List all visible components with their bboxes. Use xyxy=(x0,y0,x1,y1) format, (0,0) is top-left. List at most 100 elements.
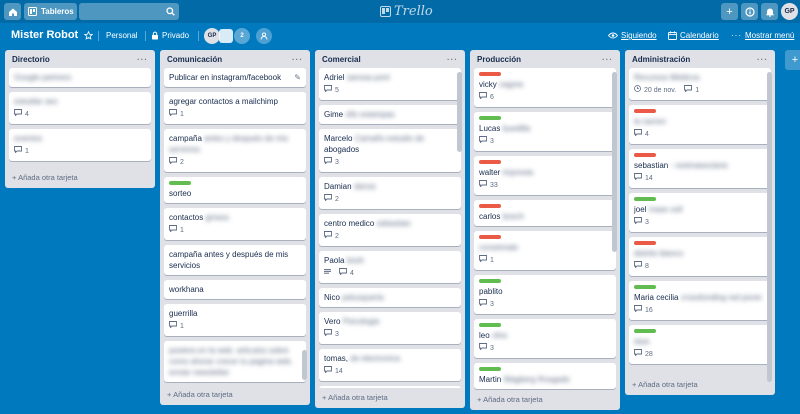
card[interactable]: leo vitra 3 xyxy=(474,319,616,358)
add-card-button[interactable]: + Añada otra tarjeta xyxy=(315,390,395,406)
list-scrollbar[interactable] xyxy=(457,72,462,152)
card[interactable]: Vero Psicologia 3 xyxy=(319,312,461,344)
list-header[interactable]: Producción ··· xyxy=(470,50,620,68)
following-button[interactable]: Siguiendo xyxy=(608,31,657,40)
card[interactable]: Paola bosh 4 xyxy=(319,251,461,283)
card[interactable]: Google partners xyxy=(9,68,151,87)
notifications-button[interactable] xyxy=(761,3,778,20)
list-scrollbar[interactable] xyxy=(767,72,772,382)
card[interactable]: centro medico sebastian 2 xyxy=(319,214,461,246)
list-menu-icon[interactable]: ··· xyxy=(602,55,613,64)
card-label-red[interactable] xyxy=(634,109,656,113)
card-label-red[interactable] xyxy=(634,241,656,245)
card[interactable]: vicky nagme 6 xyxy=(474,68,616,107)
boards-button[interactable]: Tableros xyxy=(24,3,77,20)
info-button[interactable] xyxy=(741,3,758,20)
card[interactable]: Gime ofis estampas xyxy=(319,105,461,124)
card[interactable] xyxy=(319,386,461,388)
list-3[interactable]: Producción ··· vicky nagme 6 Lucas buedilla 3… xyxy=(470,50,620,410)
home-button[interactable] xyxy=(4,3,21,20)
card-label-green[interactable] xyxy=(479,367,501,371)
card[interactable]: contactos gmess 1 xyxy=(164,208,306,240)
card-label-green[interactable] xyxy=(634,329,656,333)
list-title[interactable]: Producción xyxy=(477,55,522,64)
user-avatar[interactable]: GP xyxy=(781,3,798,20)
card[interactable]: Martin Wagberg Rosgado xyxy=(474,363,616,389)
card-label-red[interactable] xyxy=(479,235,501,239)
card[interactable]: postera en la web. articulos sobre como … xyxy=(164,341,306,382)
card[interactable]: sebastian - restmaesclaria 14 xyxy=(629,149,771,188)
card-label-red[interactable] xyxy=(479,72,501,76)
board-title[interactable]: Mister Robot xyxy=(11,29,79,41)
card[interactable]: joel mase soll 3 xyxy=(629,193,771,232)
card[interactable]: Nico pelusqueria xyxy=(319,288,461,307)
card[interactable]: guerrilla 1 xyxy=(164,304,306,336)
add-card-button[interactable]: + Añada otra tarjeta xyxy=(470,392,550,408)
card-label-red[interactable] xyxy=(479,160,501,164)
member-avatar-secondary[interactable] xyxy=(219,29,233,43)
card-label-green[interactable] xyxy=(634,197,656,201)
card[interactable]: Damian danza 2 xyxy=(319,177,461,209)
trello-logo[interactable]: Trello xyxy=(380,4,433,19)
card[interactable]: campaña antes y después de mis servicios xyxy=(164,245,306,275)
card[interactable]: Adriel sanssa pont 5 xyxy=(319,68,461,100)
create-button[interactable]: + xyxy=(721,3,738,20)
list-scrollbar[interactable] xyxy=(302,350,307,380)
list-header[interactable]: Directorio ··· xyxy=(5,50,155,68)
card-label-red[interactable] xyxy=(634,153,656,157)
add-card-button[interactable]: + Añada otra tarjeta xyxy=(5,170,85,186)
calendar-button[interactable]: Calendario xyxy=(668,31,719,40)
list-title[interactable]: Comunicación xyxy=(167,55,223,64)
card[interactable]: campaña antes y después de mis servicios… xyxy=(164,129,306,172)
search-input[interactable] xyxy=(79,3,179,20)
due-date-badge[interactable]: 20 de nov. xyxy=(634,85,676,96)
team-button[interactable]: Personal xyxy=(106,31,138,40)
card[interactable]: sorteo xyxy=(164,177,306,203)
list-title[interactable]: Comercial xyxy=(322,55,361,64)
list-scrollbar[interactable] xyxy=(612,72,617,252)
card[interactable]: Lucas buedilla 3 xyxy=(474,112,616,151)
list-menu-icon[interactable]: ··· xyxy=(447,55,458,64)
list-menu-icon[interactable]: ··· xyxy=(757,55,768,64)
card-label-green[interactable] xyxy=(479,116,501,120)
card-label-green[interactable] xyxy=(634,285,656,289)
card[interactable]: agregar contactos a mailchimp 1 xyxy=(164,92,306,124)
star-button[interactable] xyxy=(84,31,93,40)
list-title[interactable]: Directorio xyxy=(12,55,50,64)
list-header[interactable]: Administración ··· xyxy=(625,50,775,68)
card[interactable]: tomas, de electronica 14 xyxy=(319,349,461,381)
card-label-green[interactable] xyxy=(479,279,501,283)
list-2[interactable]: Comercial ··· Adriel sanssa pont 5 Gime ofis… xyxy=(315,50,465,408)
card[interactable]: eventos 1 xyxy=(9,129,151,161)
add-list-button[interactable]: + xyxy=(785,50,800,70)
card[interactable]: tasa 28 xyxy=(629,325,771,364)
card[interactable]: la nacion 4 xyxy=(629,105,771,144)
card[interactable]: Recursos Médicos 20 de nov. 1 xyxy=(629,68,771,100)
card[interactable]: workhana xyxy=(164,280,306,299)
add-card-button[interactable]: + Añada otra tarjeta xyxy=(625,377,705,393)
card-label-green[interactable] xyxy=(169,181,191,185)
card[interactable]: carlos bosch xyxy=(474,200,616,226)
member-avatar[interactable]: GP xyxy=(204,28,220,44)
list-header[interactable]: Comunicación ··· xyxy=(160,50,310,68)
card[interactable]: corseimate 1 xyxy=(474,231,616,270)
list-menu-icon[interactable]: ··· xyxy=(137,55,148,64)
card[interactable]: walter impresta 33 xyxy=(474,156,616,195)
list-4[interactable]: Administración ··· Recursos Médicos 20 de n… xyxy=(625,50,775,395)
card[interactable]: Maria cecilia crossfunding red pover 16 xyxy=(629,281,771,320)
visibility-button[interactable]: Privado xyxy=(151,31,189,40)
invite-button[interactable] xyxy=(256,28,272,44)
add-card-button[interactable]: + Añada otra tarjeta xyxy=(160,387,240,403)
list-title[interactable]: Administración xyxy=(632,55,691,64)
member-count-badge[interactable]: 2 xyxy=(234,28,250,44)
list-header[interactable]: Comercial ··· xyxy=(315,50,465,68)
edit-card-icon[interactable]: ✎ xyxy=(294,73,301,82)
show-menu-button[interactable]: ··· Mostrar menú xyxy=(731,31,794,40)
list-0[interactable]: Directorio ··· Google partners estudiar seo… xyxy=(5,50,155,188)
card[interactable]: Marcelo Camaño estudio de abogados 3 xyxy=(319,129,461,172)
card-label-green[interactable] xyxy=(479,323,501,327)
card[interactable]: estudiar seo 4 xyxy=(9,92,151,124)
list-1[interactable]: Comunicación ··· Publicar en instagram/fac… xyxy=(160,50,310,405)
card[interactable]: distrito blanco 8 xyxy=(629,237,771,276)
card-label-red[interactable] xyxy=(479,204,501,208)
